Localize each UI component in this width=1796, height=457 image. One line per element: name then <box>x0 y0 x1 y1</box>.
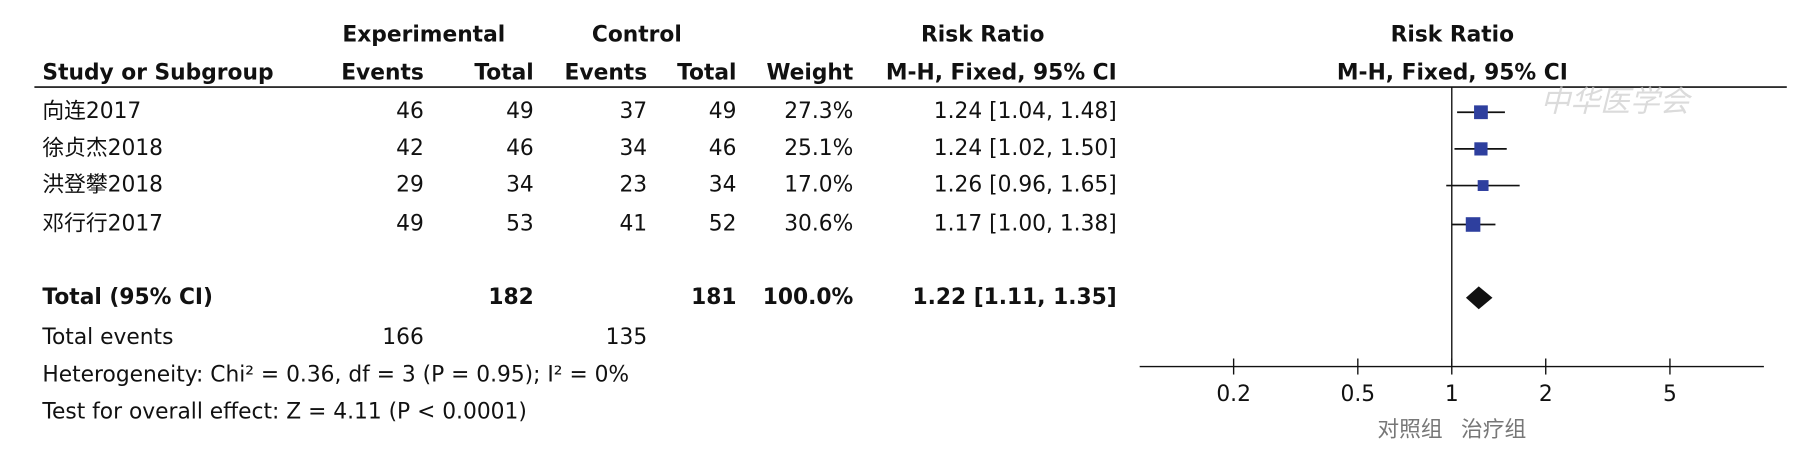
favours-left: 对照组 <box>1377 418 1442 443</box>
x-tick-label: 0.5 <box>1341 382 1376 407</box>
study-name: 邓行行2017 <box>42 211 163 236</box>
cell: 25.1% <box>784 136 853 161</box>
cell: 46 <box>506 136 534 161</box>
study-name: 向连2017 <box>42 99 141 124</box>
total-name: Total (95% CI) <box>42 285 213 310</box>
cell: 37 <box>619 99 647 124</box>
column-header: M-H, Fixed, 95% CI <box>886 60 1117 85</box>
cell: 1.22 [1.11, 1.35] <box>912 285 1116 310</box>
cell: 49 <box>709 99 737 124</box>
x-tick-label: 5 <box>1663 382 1677 407</box>
group-header: Risk Ratio <box>921 23 1044 48</box>
cell: 166 <box>382 325 424 350</box>
cell: 100.0% <box>763 285 854 310</box>
cell: 29 <box>396 173 424 198</box>
watermark: 中华医学会 <box>1541 85 1693 120</box>
cell: 46 <box>396 99 424 124</box>
total-diamond <box>1465 286 1493 310</box>
cell: 17.0% <box>784 173 853 198</box>
cell: 135 <box>606 325 648 350</box>
study-marker <box>1474 142 1488 156</box>
cell: 34 <box>619 136 647 161</box>
cell: 1.24 [1.02, 1.50] <box>934 136 1117 161</box>
cell: 27.3% <box>784 99 853 124</box>
study-marker <box>1477 180 1489 191</box>
favours-right: 治疗组 <box>1461 418 1526 443</box>
cell: 34 <box>709 173 737 198</box>
cell: 53 <box>506 211 534 236</box>
column-header: Study or Subgroup <box>42 60 273 85</box>
column-header: Events <box>565 60 648 85</box>
study-marker <box>1465 217 1481 232</box>
column-header: Total <box>677 60 736 85</box>
overall-effect: Test for overall effect: Z = 4.11 (P < 0… <box>41 399 526 424</box>
group-header: Experimental <box>342 23 505 48</box>
cell: 1.17 [1.00, 1.38] <box>934 211 1117 236</box>
cell: 1.24 [1.04, 1.48] <box>934 99 1117 124</box>
cell: 34 <box>506 173 534 198</box>
cell: 1.26 [0.96, 1.65] <box>934 173 1117 198</box>
x-tick-label: 1 <box>1445 382 1459 407</box>
column-header: Total <box>474 60 533 85</box>
cell: 49 <box>396 211 424 236</box>
study-marker <box>1474 105 1488 120</box>
cell: 41 <box>619 211 647 236</box>
column-header: Weight <box>766 60 853 85</box>
heterogeneity: Heterogeneity: Chi² = 0.36, df = 3 (P = … <box>42 363 629 388</box>
study-name: 徐贞杰2018 <box>42 136 163 161</box>
cell: 46 <box>709 136 737 161</box>
x-tick-label: 2 <box>1539 382 1553 407</box>
total-events-name: Total events <box>41 325 173 350</box>
cell: 49 <box>506 99 534 124</box>
column-header: Events <box>341 60 424 85</box>
column-header: M-H, Fixed, 95% CI <box>1337 60 1568 85</box>
x-tick-label: 0.2 <box>1216 382 1251 407</box>
cell: 23 <box>619 173 647 198</box>
cell: 42 <box>396 136 424 161</box>
cell: 30.6% <box>784 211 853 236</box>
cell: 182 <box>488 285 533 310</box>
cell: 52 <box>709 211 737 236</box>
group-header: Risk Ratio <box>1391 23 1514 48</box>
group-header: Control <box>592 23 682 48</box>
cell: 181 <box>691 285 736 310</box>
study-name: 洪登攀2018 <box>42 173 163 198</box>
